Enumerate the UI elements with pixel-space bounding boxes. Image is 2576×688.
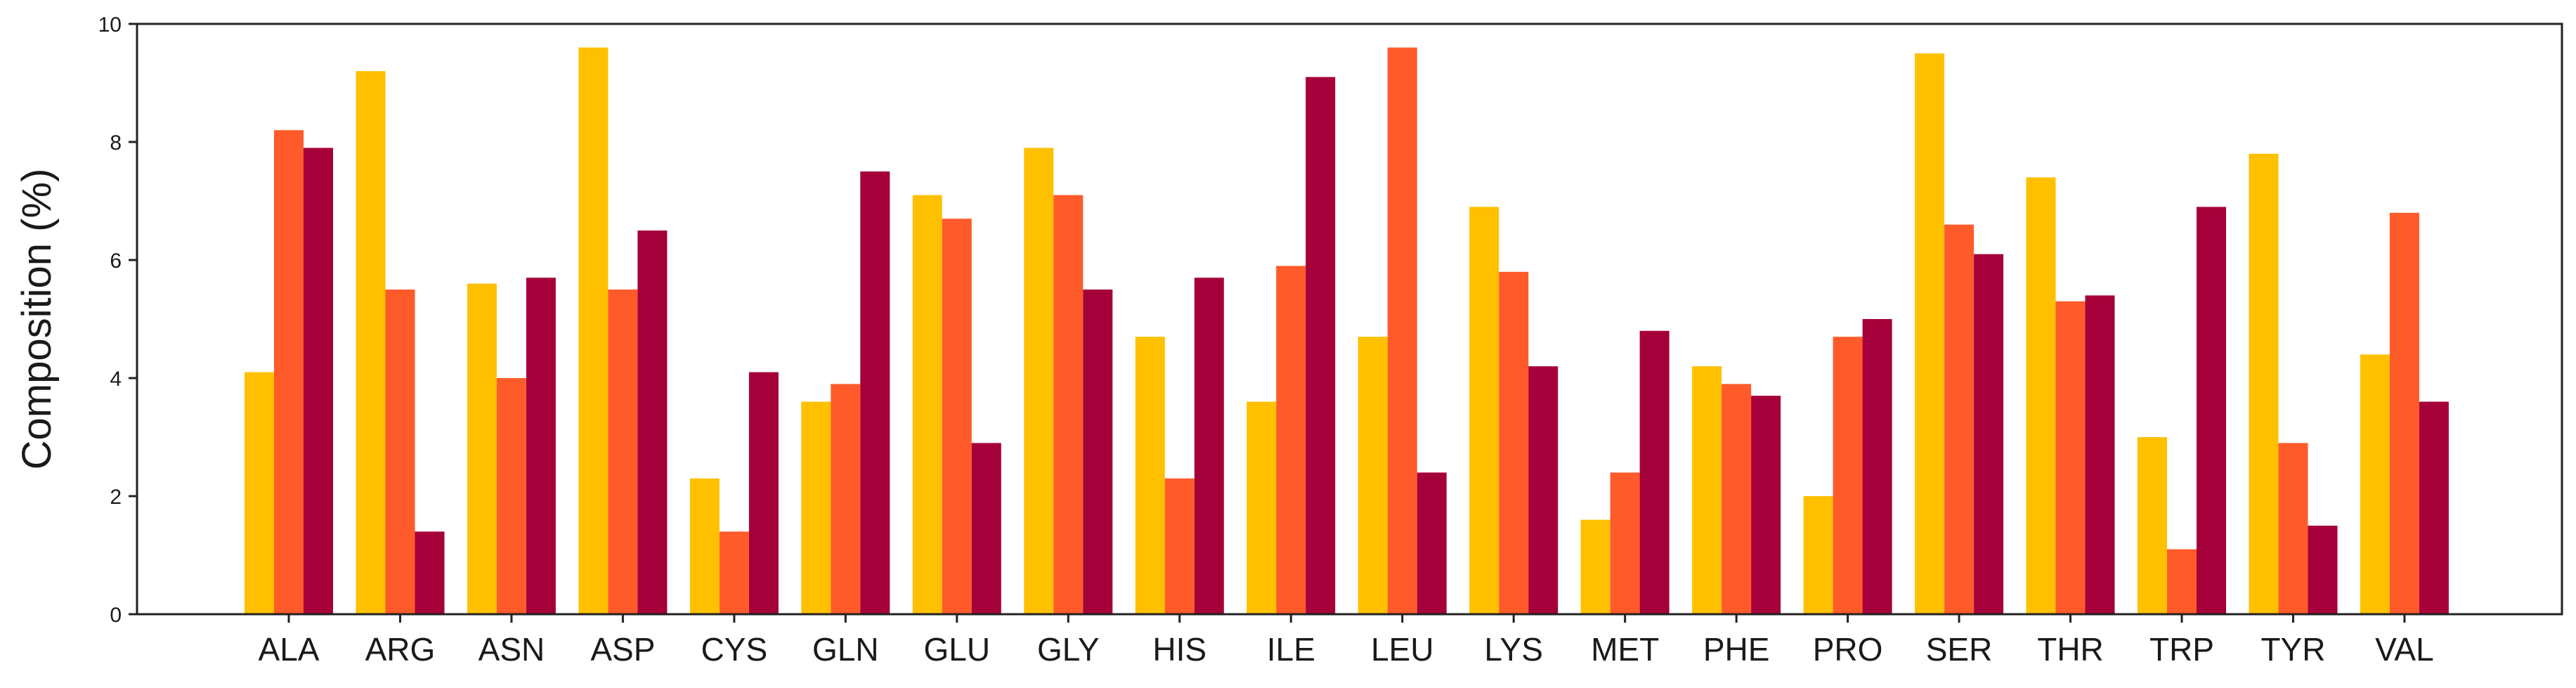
bar-arg-series-2 [385,290,415,614]
bar-cys-series-1 [689,478,720,614]
bar-lys-series-2 [1499,271,1529,614]
x-tick-label-gly: GLY [1037,631,1100,668]
bar-ser-series-3 [1974,254,2004,615]
bar-met-series-3 [1639,330,1670,614]
bar-phe-series-3 [1751,396,1781,614]
bar-asn-series-3 [526,278,556,614]
bar-thr-series-3 [2085,295,2115,614]
bar-gly-series-2 [1053,195,1084,615]
bars-layer [245,47,2449,615]
bar-his-series-2 [1164,478,1195,614]
axes-layer [136,22,2563,616]
bar-asp-series-3 [637,231,668,614]
bar-trp-series-2 [2167,549,2197,614]
bar-val-series-3 [2419,401,2449,614]
plot-frame [136,22,2563,616]
x-tick-label-ala: ALA [259,631,320,668]
bar-phe-series-1 [1692,366,1722,614]
bar-lys-series-3 [1528,366,1559,614]
y-tick-label: 0 [110,604,122,627]
bar-asp-series-1 [578,47,609,615]
bar-asn-series-1 [467,283,497,614]
bar-arg-series-1 [356,71,386,614]
bar-ile-series-3 [1306,77,1336,615]
bar-pro-series-3 [1862,319,1892,614]
x-tick-label-tyr: TYR [2260,631,2325,668]
bar-glu-series-2 [942,219,972,614]
bar-ala-series-3 [304,148,333,614]
bar-tyr-series-1 [2249,153,2279,615]
x-tick-label-arg: ARG [365,631,436,668]
bar-met-series-2 [1610,472,1640,614]
bar-gly-series-1 [1024,148,1054,614]
x-tick-label-thr: THR [2037,631,2104,668]
y-tick-label: 10 [98,13,122,37]
bar-asp-series-2 [608,290,638,614]
y-axis-ticks: 0 2 4 6 8 10 [98,13,137,627]
bar-phe-series-2 [1722,384,1752,614]
bar-leu-series-3 [1417,472,1447,614]
bar-thr-series-1 [2026,177,2056,614]
bar-arg-series-3 [415,531,445,614]
bar-glu-series-1 [912,195,942,615]
bar-thr-series-2 [2055,301,2086,614]
x-tick-label-his: HIS [1152,631,1206,668]
bar-ile-series-1 [1247,401,1277,614]
bar-ser-series-2 [1944,224,1975,615]
bar-his-series-1 [1135,337,1165,614]
bar-ser-series-1 [1915,53,1945,614]
bar-ala-series-2 [274,130,304,614]
bar-gln-series-2 [831,384,861,614]
bar-ile-series-2 [1276,266,1306,614]
y-tick-label: 6 [110,249,122,273]
x-tick-label-phe: PHE [1703,631,1770,668]
bar-gly-series-3 [1083,290,1113,614]
bar-his-series-3 [1194,278,1224,614]
bar-gln-series-1 [801,401,831,614]
x-tick-label-glu: GLU [924,631,991,668]
x-tick-label-asp: ASP [590,631,655,668]
bar-pro-series-2 [1833,337,1863,614]
y-axis-title: Composition (%) [14,169,60,470]
bar-tyr-series-2 [2278,443,2308,614]
bar-met-series-1 [1580,519,1611,614]
bar-asn-series-2 [496,378,526,614]
x-tick-label-trp: TRP [2149,631,2214,668]
x-tick-label-gln: GLN [812,631,879,668]
x-tick-label-leu: LEU [1371,631,1433,668]
y-tick-label: 4 [110,368,122,391]
y-tick-label: 8 [110,131,122,155]
bar-val-series-1 [2360,354,2390,614]
bar-val-series-2 [2389,212,2419,614]
bar-glu-series-3 [971,443,1001,614]
x-tick-label-pro: PRO [1813,631,1883,668]
x-tick-label-ser: SER [1926,631,1993,668]
bar-leu-series-1 [1358,337,1388,614]
bar-cys-series-2 [719,531,749,614]
x-tick-label-met: MET [1591,631,1659,668]
bar-pro-series-1 [1803,496,1833,614]
bar-gln-series-3 [860,171,890,614]
bar-trp-series-3 [2197,207,2226,614]
bar-leu-series-2 [1387,47,1417,615]
x-tick-label-lys: LYS [1484,631,1543,668]
bar-lys-series-1 [1469,207,1500,614]
x-tick-label-asn: ASN [479,631,545,668]
bar-cys-series-3 [748,372,779,614]
x-tick-label-ile: ILE [1267,631,1315,668]
x-axis-ticks: ALA ARG ASN ASP CYS GLN GLU GLY HIS ILE LEU LYS MET P… [259,614,2434,668]
x-tick-label-cys: CYS [701,631,768,668]
y-tick-label: 2 [110,486,122,509]
x-tick-label-val: VAL [2375,631,2434,668]
bar-tyr-series-3 [2308,526,2338,614]
bar-trp-series-1 [2138,437,2167,614]
bar-ala-series-1 [245,372,274,614]
